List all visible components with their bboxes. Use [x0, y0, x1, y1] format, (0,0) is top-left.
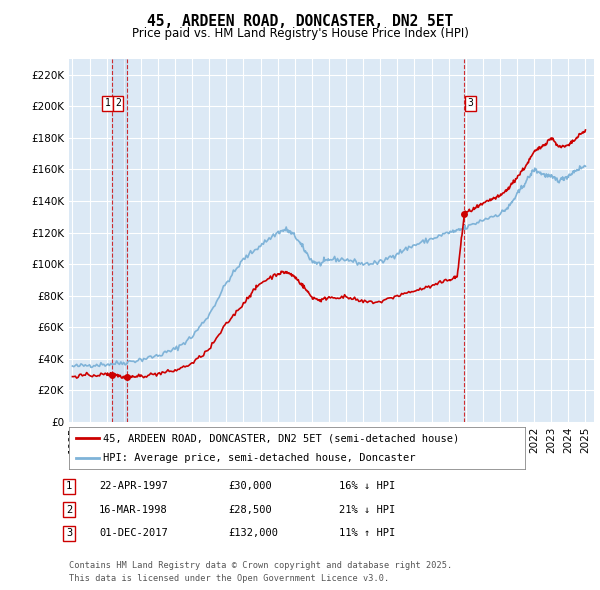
Text: Price paid vs. HM Land Registry's House Price Index (HPI): Price paid vs. HM Land Registry's House … [131, 27, 469, 40]
Text: 16-MAR-1998: 16-MAR-1998 [99, 505, 168, 514]
Text: 3: 3 [467, 98, 473, 108]
Text: £30,000: £30,000 [228, 481, 272, 491]
Text: 2: 2 [66, 505, 72, 514]
Text: £28,500: £28,500 [228, 505, 272, 514]
Bar [112, 59, 127, 422]
Text: 01-DEC-2017: 01-DEC-2017 [99, 529, 168, 538]
Text: 45, ARDEEN ROAD, DONCASTER, DN2 5ET: 45, ARDEEN ROAD, DONCASTER, DN2 5ET [147, 14, 453, 30]
Text: 3: 3 [66, 529, 72, 538]
Text: 11% ↑ HPI: 11% ↑ HPI [339, 529, 395, 538]
Text: 22-APR-1997: 22-APR-1997 [99, 481, 168, 491]
Text: 16% ↓ HPI: 16% ↓ HPI [339, 481, 395, 491]
Text: 21% ↓ HPI: 21% ↓ HPI [339, 505, 395, 514]
Text: £132,000: £132,000 [228, 529, 278, 538]
Text: 1: 1 [66, 481, 72, 491]
Text: HPI: Average price, semi-detached house, Doncaster: HPI: Average price, semi-detached house,… [103, 453, 416, 463]
Text: 2: 2 [115, 98, 121, 108]
Text: 1: 1 [105, 98, 110, 108]
Text: 45, ARDEEN ROAD, DONCASTER, DN2 5ET (semi-detached house): 45, ARDEEN ROAD, DONCASTER, DN2 5ET (sem… [103, 433, 460, 443]
Text: Contains HM Land Registry data © Crown copyright and database right 2025.
This d: Contains HM Land Registry data © Crown c… [69, 561, 452, 584]
